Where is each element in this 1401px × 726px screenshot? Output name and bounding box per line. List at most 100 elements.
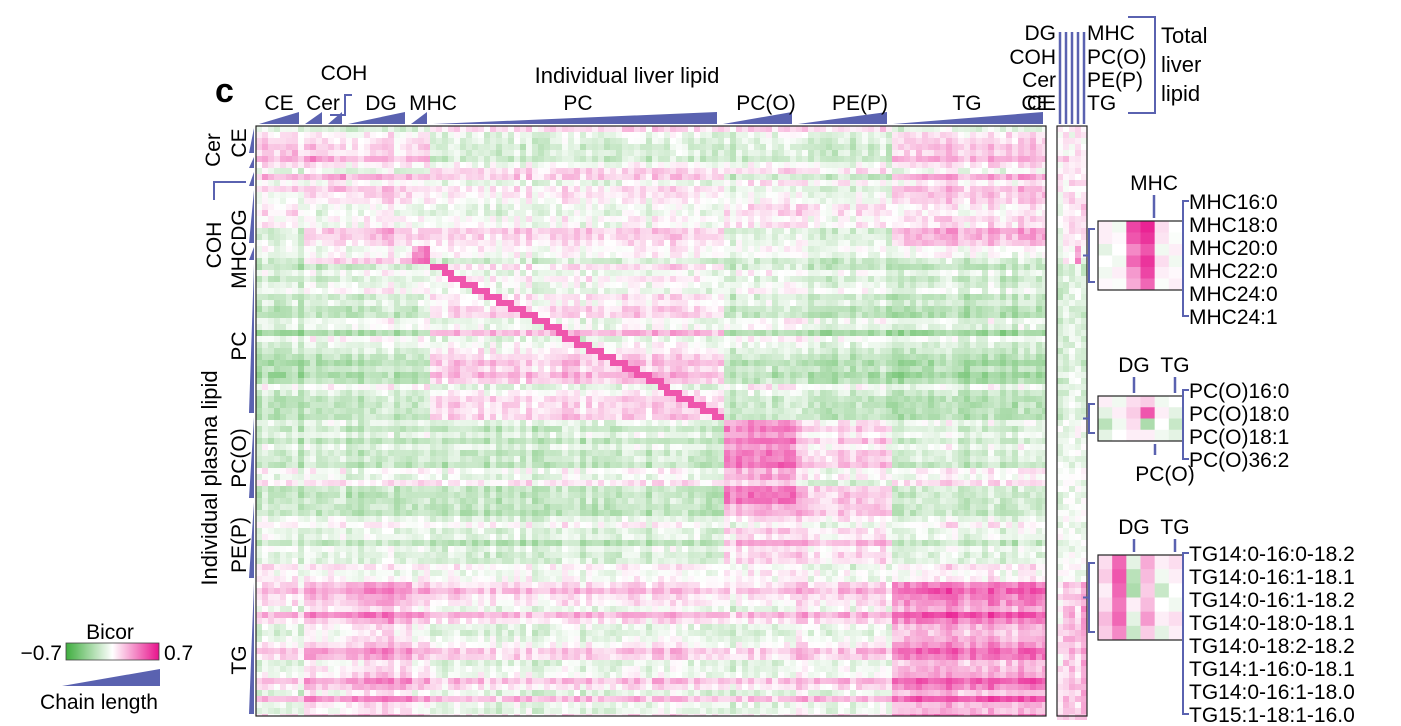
heatmap-cell — [658, 150, 664, 156]
heatmap-cell — [814, 174, 820, 180]
heatmap-cell — [820, 216, 826, 222]
heatmap-cell — [676, 180, 682, 186]
heatmap-cell — [586, 150, 592, 156]
heatmap-cell — [826, 186, 832, 192]
heatmap-cell — [766, 180, 772, 186]
heatmap-cell — [526, 312, 532, 318]
heatmap-cell — [586, 306, 592, 312]
heatmap-cell — [388, 162, 394, 168]
heatmap-cell — [520, 162, 526, 168]
heatmap-cell — [358, 342, 364, 348]
heatmap-cell — [718, 162, 724, 168]
heatmap-cell — [904, 168, 910, 174]
heatmap-cell — [964, 336, 970, 342]
heatmap-cell — [892, 180, 898, 186]
heatmap-cell — [658, 318, 664, 324]
heatmap-cell — [388, 192, 394, 198]
heatmap-cell — [370, 282, 376, 288]
heatmap-cell — [346, 270, 352, 276]
heatmap-cell — [316, 258, 322, 264]
plasma-wedge-coh — [249, 172, 254, 186]
heatmap-cell — [874, 186, 880, 192]
heatmap-cell — [976, 144, 982, 150]
heatmap-cell — [304, 186, 310, 192]
heatmap-cell — [874, 324, 880, 330]
heatmap-cell — [1030, 330, 1036, 336]
heatmap-cell — [466, 246, 472, 252]
heatmap-cell — [820, 156, 826, 162]
heatmap-cell — [982, 336, 988, 342]
heatmap-cell — [550, 150, 556, 156]
heatmap-cell — [922, 270, 928, 276]
heatmap-cell — [796, 144, 802, 150]
heatmap-cell — [742, 186, 748, 192]
heatmap-cell — [790, 180, 796, 186]
heatmap-cell — [466, 198, 472, 204]
heatmap-cell — [376, 348, 382, 354]
heatmap-cell — [844, 222, 850, 228]
heatmap-cell — [322, 324, 328, 330]
heatmap-cell — [616, 270, 622, 276]
heatmap-cell — [634, 162, 640, 168]
heatmap-cell — [520, 132, 526, 138]
heatmap-cell — [778, 240, 784, 246]
heatmap-cell — [838, 162, 844, 168]
heatmap-cell — [274, 228, 280, 234]
heatmap-cell — [952, 222, 958, 228]
heatmap-cell — [874, 132, 880, 138]
heatmap-cell — [460, 258, 466, 264]
heatmap-cell — [700, 312, 706, 318]
heatmap-cell — [856, 144, 862, 150]
heatmap-cell — [430, 150, 436, 156]
heatmap-cell — [730, 174, 736, 180]
heatmap-cell — [424, 234, 430, 240]
heatmap-cell — [676, 306, 682, 312]
heatmap-cell — [850, 336, 856, 342]
heatmap-cell — [736, 324, 742, 330]
heatmap-cell — [700, 132, 706, 138]
heatmap-cell — [1018, 318, 1024, 324]
heatmap-cell — [856, 252, 862, 258]
heatmap-cell — [682, 306, 688, 312]
heatmap-cell — [880, 198, 886, 204]
heatmap-cell — [418, 288, 424, 294]
heatmap-cell — [850, 294, 856, 300]
heatmap-cell — [910, 330, 916, 336]
heatmap-cell — [526, 138, 532, 144]
heatmap-cell — [724, 132, 730, 138]
heatmap-cell — [298, 192, 304, 198]
heatmap-cell — [754, 168, 760, 174]
heatmap-cell — [448, 336, 454, 342]
heatmap-cell — [322, 132, 328, 138]
heatmap-cell — [712, 246, 718, 252]
heatmap-cell — [622, 162, 628, 168]
heatmap-cell — [610, 288, 616, 294]
heatmap-cell — [862, 324, 868, 330]
heatmap-cell — [970, 258, 976, 264]
heatmap-cell — [358, 144, 364, 150]
heatmap-cell — [718, 330, 724, 336]
heatmap-cell — [580, 282, 586, 288]
heatmap-cell — [430, 270, 436, 276]
heatmap-cell — [850, 306, 856, 312]
heatmap-cell — [838, 342, 844, 348]
heatmap-cell — [946, 258, 952, 264]
heatmap-cell — [634, 180, 640, 186]
heatmap-cell — [280, 318, 286, 324]
heatmap-cell — [598, 180, 604, 186]
heatmap-cell — [970, 264, 976, 270]
heatmap-cell — [670, 324, 676, 330]
heatmap-cell — [274, 306, 280, 312]
heatmap-cell — [340, 132, 346, 138]
heatmap-cell — [820, 246, 826, 252]
heatmap-cell — [736, 234, 742, 240]
heatmap-cell — [568, 126, 574, 132]
heatmap-cell — [574, 198, 580, 204]
heatmap-cell — [472, 282, 478, 288]
heatmap-cell — [760, 192, 766, 198]
heatmap-cell — [496, 210, 502, 216]
heatmap-cell — [838, 246, 844, 252]
heatmap-cell — [634, 258, 640, 264]
heatmap-cell — [340, 168, 346, 174]
heatmap-cell — [394, 264, 400, 270]
